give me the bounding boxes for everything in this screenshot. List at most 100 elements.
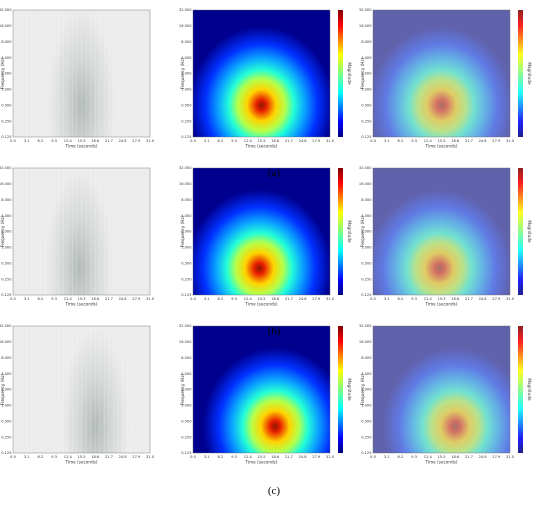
y-tick-label: 16.000 [0, 340, 12, 344]
x-tick-label: 12.4 [424, 455, 433, 459]
x-tick-label: 31.0 [326, 455, 335, 459]
y-axis-label: Frequency (Hz) [0, 57, 5, 89]
x-tick-label: 27.9 [492, 297, 501, 301]
x-tick-label: 31.0 [146, 455, 155, 459]
plot-frame [12, 325, 151, 454]
x-axis-label: Time (seconds) [425, 460, 458, 465]
x-tick-label: 6.2 [38, 297, 44, 301]
y-tick-label: 1.000 [1, 246, 12, 250]
plot-frame [192, 167, 331, 296]
y-tick-label: 0.500 [1, 261, 12, 265]
y-tick-label: 4.000 [1, 56, 12, 60]
x-tick-label: 27.9 [132, 297, 141, 301]
y-axis-label: Frequency (Hz) [0, 373, 5, 405]
spectrogram-intensity [13, 326, 150, 453]
x-tick-label: 24.8 [479, 297, 488, 301]
y-tick-label: 1.000 [181, 404, 192, 408]
x-tick-label: 6.2 [398, 455, 404, 459]
plot-frame [372, 325, 511, 454]
x-tick-label: 12.4 [244, 455, 253, 459]
x-tick-label: 21.7 [285, 139, 293, 143]
colorbar-label: Magnitude [347, 62, 352, 85]
y-tick-label: 1.000 [1, 88, 12, 92]
x-tick-label: 12.4 [64, 297, 73, 301]
x-tick-label: 27.9 [132, 455, 141, 459]
y-tick-label: 8.000 [181, 198, 192, 202]
y-tick-label: 2.000 [361, 388, 372, 392]
plot-frame [192, 9, 331, 138]
x-tick-label: 9.3 [411, 455, 417, 459]
x-tick-label: 31.0 [146, 297, 155, 301]
x-tick-label: 3.1 [204, 455, 210, 459]
x-tick-label: 15.5 [437, 297, 445, 301]
scalogram-heatmap [193, 168, 330, 295]
y-tick-label: 4.000 [181, 214, 192, 218]
x-tick-label: 3.1 [384, 297, 390, 301]
x-axis-label: Time (seconds) [245, 302, 278, 307]
x-tick-label: 31.0 [506, 297, 515, 301]
y-tick-label: 1.000 [181, 88, 192, 92]
y-tick-label: 0.250 [1, 119, 12, 123]
y-tick-label: 16.000 [0, 24, 12, 28]
y-tick-label: 2.000 [181, 388, 192, 392]
x-tick-label: 24.8 [299, 139, 308, 143]
x-tick-label: 0.0 [190, 139, 196, 143]
x-tick-label: 24.8 [299, 455, 308, 459]
x-tick-label: 9.3 [51, 455, 57, 459]
x-tick-label: 18.6 [271, 297, 280, 301]
y-tick-label: 2.000 [361, 230, 372, 234]
scalogram-heatmap [193, 326, 330, 453]
y-tick-label: 32.000 [179, 166, 192, 170]
x-tick-label: 3.1 [204, 139, 210, 143]
plot-frame [372, 167, 511, 296]
x-tick-label: 9.3 [411, 297, 417, 301]
x-tick-label: 12.4 [424, 297, 433, 301]
plot-frame [192, 325, 331, 454]
x-tick-label: 15.5 [77, 455, 85, 459]
x-tick-label: 27.9 [492, 455, 501, 459]
x-axis-label: Time (seconds) [65, 144, 98, 149]
y-tick-label: 0.250 [1, 435, 12, 439]
x-tick-label: 21.7 [285, 297, 293, 301]
spectrogram-intensity [13, 168, 150, 295]
y-tick-label: 0.125 [1, 135, 11, 139]
x-tick-label: 31.0 [326, 297, 335, 301]
y-tick-label: 1.000 [181, 246, 192, 250]
x-tick-label: 27.9 [492, 139, 501, 143]
colorbar-wash [518, 168, 523, 295]
y-tick-label: 1.000 [361, 88, 372, 92]
y-tick-label: 32.000 [0, 8, 12, 12]
x-tick-label: 3.1 [24, 455, 30, 459]
x-tick-label: 6.2 [218, 297, 224, 301]
figure-row-b: 0.0 3.1 6.2 9.3 12.4 15.5 18.6 21.7 24.8 27.9 31.0… [0, 166, 532, 306]
x-tick-label: 6.2 [38, 139, 44, 143]
y-tick-label: 32.000 [179, 324, 192, 328]
plot-frame [12, 9, 151, 138]
spectrogram-panel-a: 0.0 3.1 6.2 9.3 12.4 15.5 18.6 21.7 24.8 27.9 31.0… [0, 8, 155, 148]
y-tick-label: 0.500 [181, 419, 192, 423]
overlay-panel-b: Magnitude 0.0 3.1 6.2 9.3 12.4 15.5 18.6 21.7 24.… [359, 166, 532, 306]
y-tick-label: 8.000 [361, 40, 372, 44]
x-axis-label: Time (seconds) [65, 460, 98, 465]
y-tick-label: 16.000 [179, 340, 192, 344]
overlay-panel-a: Magnitude 0.0 3.1 6.2 9.3 12.4 15.5 18.6 21.7 24.… [359, 8, 532, 148]
x-tick-label: 21.7 [105, 455, 113, 459]
y-tick-label: 0.125 [181, 135, 191, 139]
y-tick-label: 0.500 [1, 103, 12, 107]
y-tick-label: 0.125 [181, 293, 191, 297]
y-tick-label: 16.000 [179, 182, 192, 186]
scalogram-panel-c: Magnitude 0.0 3.1 6.2 9.3 12.4 15.5 18.6 21.7 24.… [179, 324, 352, 464]
y-tick-label: 2.000 [1, 388, 12, 392]
x-tick-label: 9.3 [231, 297, 237, 301]
y-tick-label: 16.000 [359, 182, 372, 186]
x-tick-label: 21.7 [285, 455, 293, 459]
y-tick-label: 2.000 [361, 72, 372, 76]
y-tick-label: 0.125 [361, 451, 371, 455]
scalogram-heatmap [193, 10, 330, 137]
y-axis-label: Frequency (Hz) [360, 373, 365, 405]
x-tick-label: 24.8 [299, 297, 308, 301]
x-tick-label: 6.2 [38, 455, 44, 459]
x-tick-label: 18.6 [91, 297, 100, 301]
x-tick-label: 21.7 [105, 139, 113, 143]
